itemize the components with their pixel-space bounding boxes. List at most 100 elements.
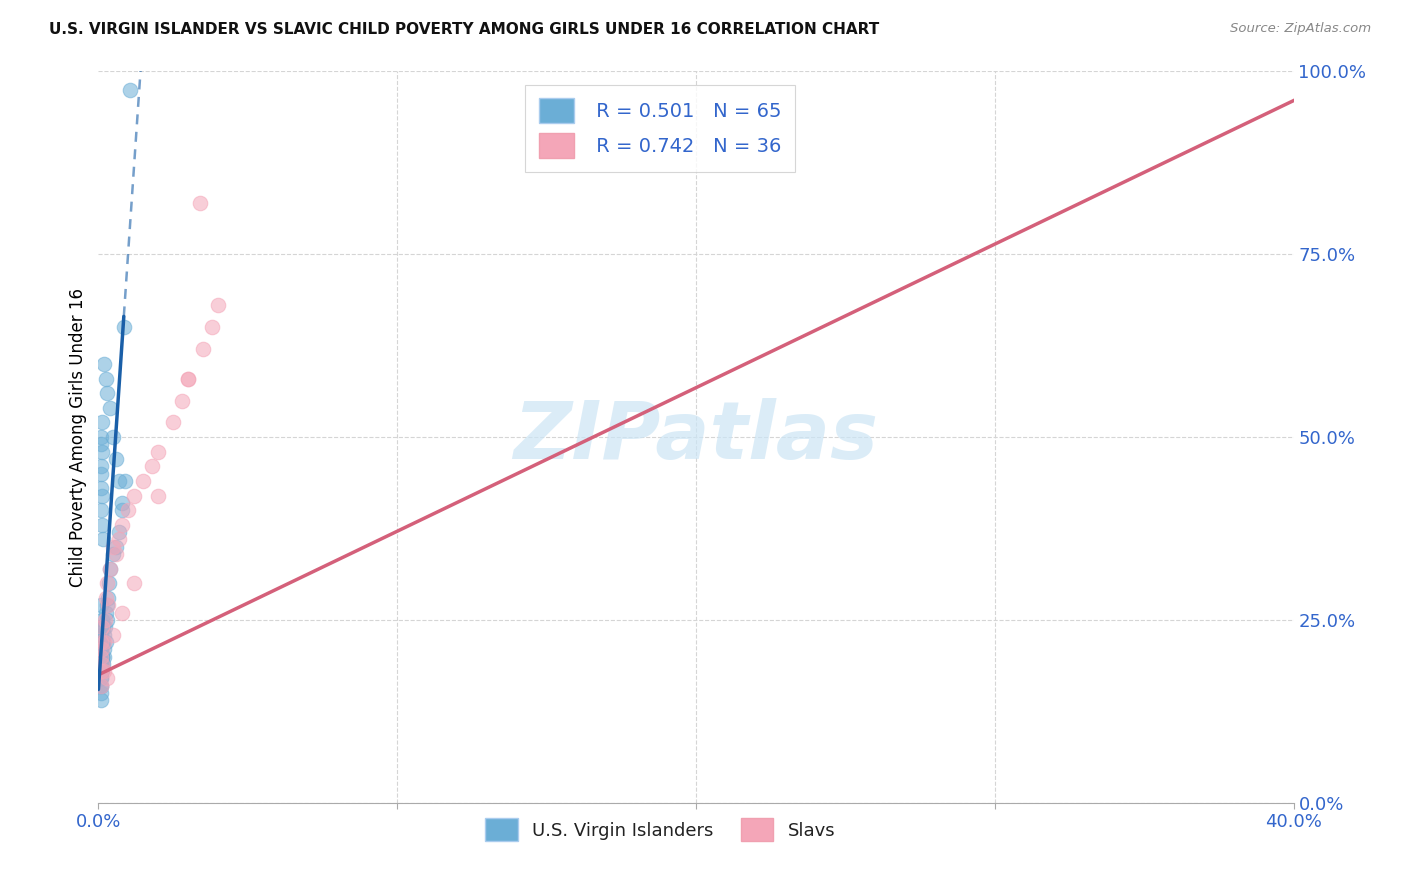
Point bbox=[90, 635, 112, 649]
Point bbox=[90, 657, 112, 671]
Point bbox=[111, 503, 134, 517]
Point bbox=[90, 649, 112, 664]
Text: U.S. VIRGIN ISLANDER VS SLAVIC CHILD POVERTY AMONG GIRLS UNDER 16 CORRELATION CH: U.S. VIRGIN ISLANDER VS SLAVIC CHILD POV… bbox=[49, 22, 880, 37]
Point bbox=[96, 599, 118, 613]
Point bbox=[94, 371, 117, 385]
Point bbox=[96, 606, 118, 620]
Point bbox=[97, 591, 120, 605]
Point bbox=[91, 620, 114, 634]
Point bbox=[89, 693, 111, 707]
Point bbox=[111, 517, 134, 532]
Point bbox=[105, 540, 128, 554]
Point bbox=[91, 416, 114, 430]
Point bbox=[90, 430, 112, 444]
Point bbox=[90, 642, 112, 657]
Point bbox=[90, 664, 112, 678]
Point bbox=[162, 416, 184, 430]
Text: ZIPatlas: ZIPatlas bbox=[513, 398, 879, 476]
Point bbox=[90, 664, 112, 678]
Point bbox=[105, 452, 128, 467]
Point bbox=[90, 517, 112, 532]
Point bbox=[124, 489, 146, 503]
Point bbox=[90, 481, 112, 495]
Point bbox=[94, 591, 117, 605]
Point bbox=[90, 642, 112, 657]
Point bbox=[118, 83, 141, 97]
Point bbox=[148, 489, 170, 503]
Point bbox=[90, 649, 112, 664]
Point bbox=[91, 649, 114, 664]
Point bbox=[105, 547, 128, 561]
Point bbox=[93, 627, 115, 641]
Point bbox=[91, 489, 114, 503]
Point bbox=[124, 576, 146, 591]
Point bbox=[177, 371, 200, 385]
Point bbox=[90, 664, 112, 678]
Point bbox=[191, 343, 214, 357]
Point bbox=[89, 672, 111, 686]
Point bbox=[93, 357, 115, 371]
Point bbox=[172, 393, 194, 408]
Point bbox=[98, 401, 122, 415]
Point bbox=[141, 459, 163, 474]
Point bbox=[97, 599, 120, 613]
Point bbox=[117, 503, 139, 517]
Point bbox=[103, 627, 125, 641]
Point bbox=[98, 562, 122, 576]
Point bbox=[90, 664, 112, 678]
Point bbox=[90, 672, 112, 686]
Point bbox=[90, 635, 112, 649]
Point bbox=[201, 320, 224, 334]
Point bbox=[90, 686, 112, 700]
Point bbox=[90, 437, 112, 451]
Point bbox=[90, 657, 112, 671]
Point bbox=[114, 474, 136, 488]
Point bbox=[112, 320, 135, 334]
Point bbox=[93, 642, 115, 657]
Point bbox=[91, 620, 114, 634]
Point bbox=[90, 679, 112, 693]
Point bbox=[96, 386, 118, 401]
Point bbox=[90, 444, 112, 458]
Point bbox=[188, 196, 211, 211]
Point bbox=[97, 576, 120, 591]
Point bbox=[108, 533, 131, 547]
Point bbox=[111, 606, 134, 620]
Point bbox=[94, 635, 117, 649]
Y-axis label: Child Poverty Among Girls Under 16: Child Poverty Among Girls Under 16 bbox=[69, 287, 87, 587]
Point bbox=[103, 540, 125, 554]
Point bbox=[111, 496, 134, 510]
Point bbox=[177, 371, 200, 385]
Point bbox=[90, 642, 112, 657]
Point bbox=[90, 635, 112, 649]
Point bbox=[90, 649, 112, 664]
Point bbox=[132, 474, 155, 488]
Point bbox=[91, 657, 114, 671]
Point bbox=[94, 613, 117, 627]
Point bbox=[94, 620, 117, 634]
Point bbox=[90, 459, 112, 474]
Point bbox=[207, 298, 229, 312]
Point bbox=[96, 613, 118, 627]
Point bbox=[91, 533, 114, 547]
Point bbox=[90, 503, 112, 517]
Text: Source: ZipAtlas.com: Source: ZipAtlas.com bbox=[1230, 22, 1371, 36]
Point bbox=[90, 613, 112, 627]
Point bbox=[91, 635, 114, 649]
Point bbox=[90, 635, 112, 649]
Point bbox=[90, 620, 112, 634]
Point bbox=[90, 599, 112, 613]
Point bbox=[108, 525, 131, 540]
Point bbox=[103, 547, 125, 561]
Point bbox=[93, 664, 115, 678]
Point bbox=[90, 627, 112, 641]
Point bbox=[90, 679, 112, 693]
Legend: U.S. Virgin Islanders, Slavs: U.S. Virgin Islanders, Slavs bbox=[478, 811, 842, 848]
Point bbox=[90, 642, 112, 657]
Point bbox=[91, 657, 114, 671]
Point bbox=[148, 444, 170, 458]
Point bbox=[103, 430, 125, 444]
Point bbox=[90, 679, 112, 693]
Point bbox=[96, 576, 118, 591]
Point bbox=[90, 664, 112, 678]
